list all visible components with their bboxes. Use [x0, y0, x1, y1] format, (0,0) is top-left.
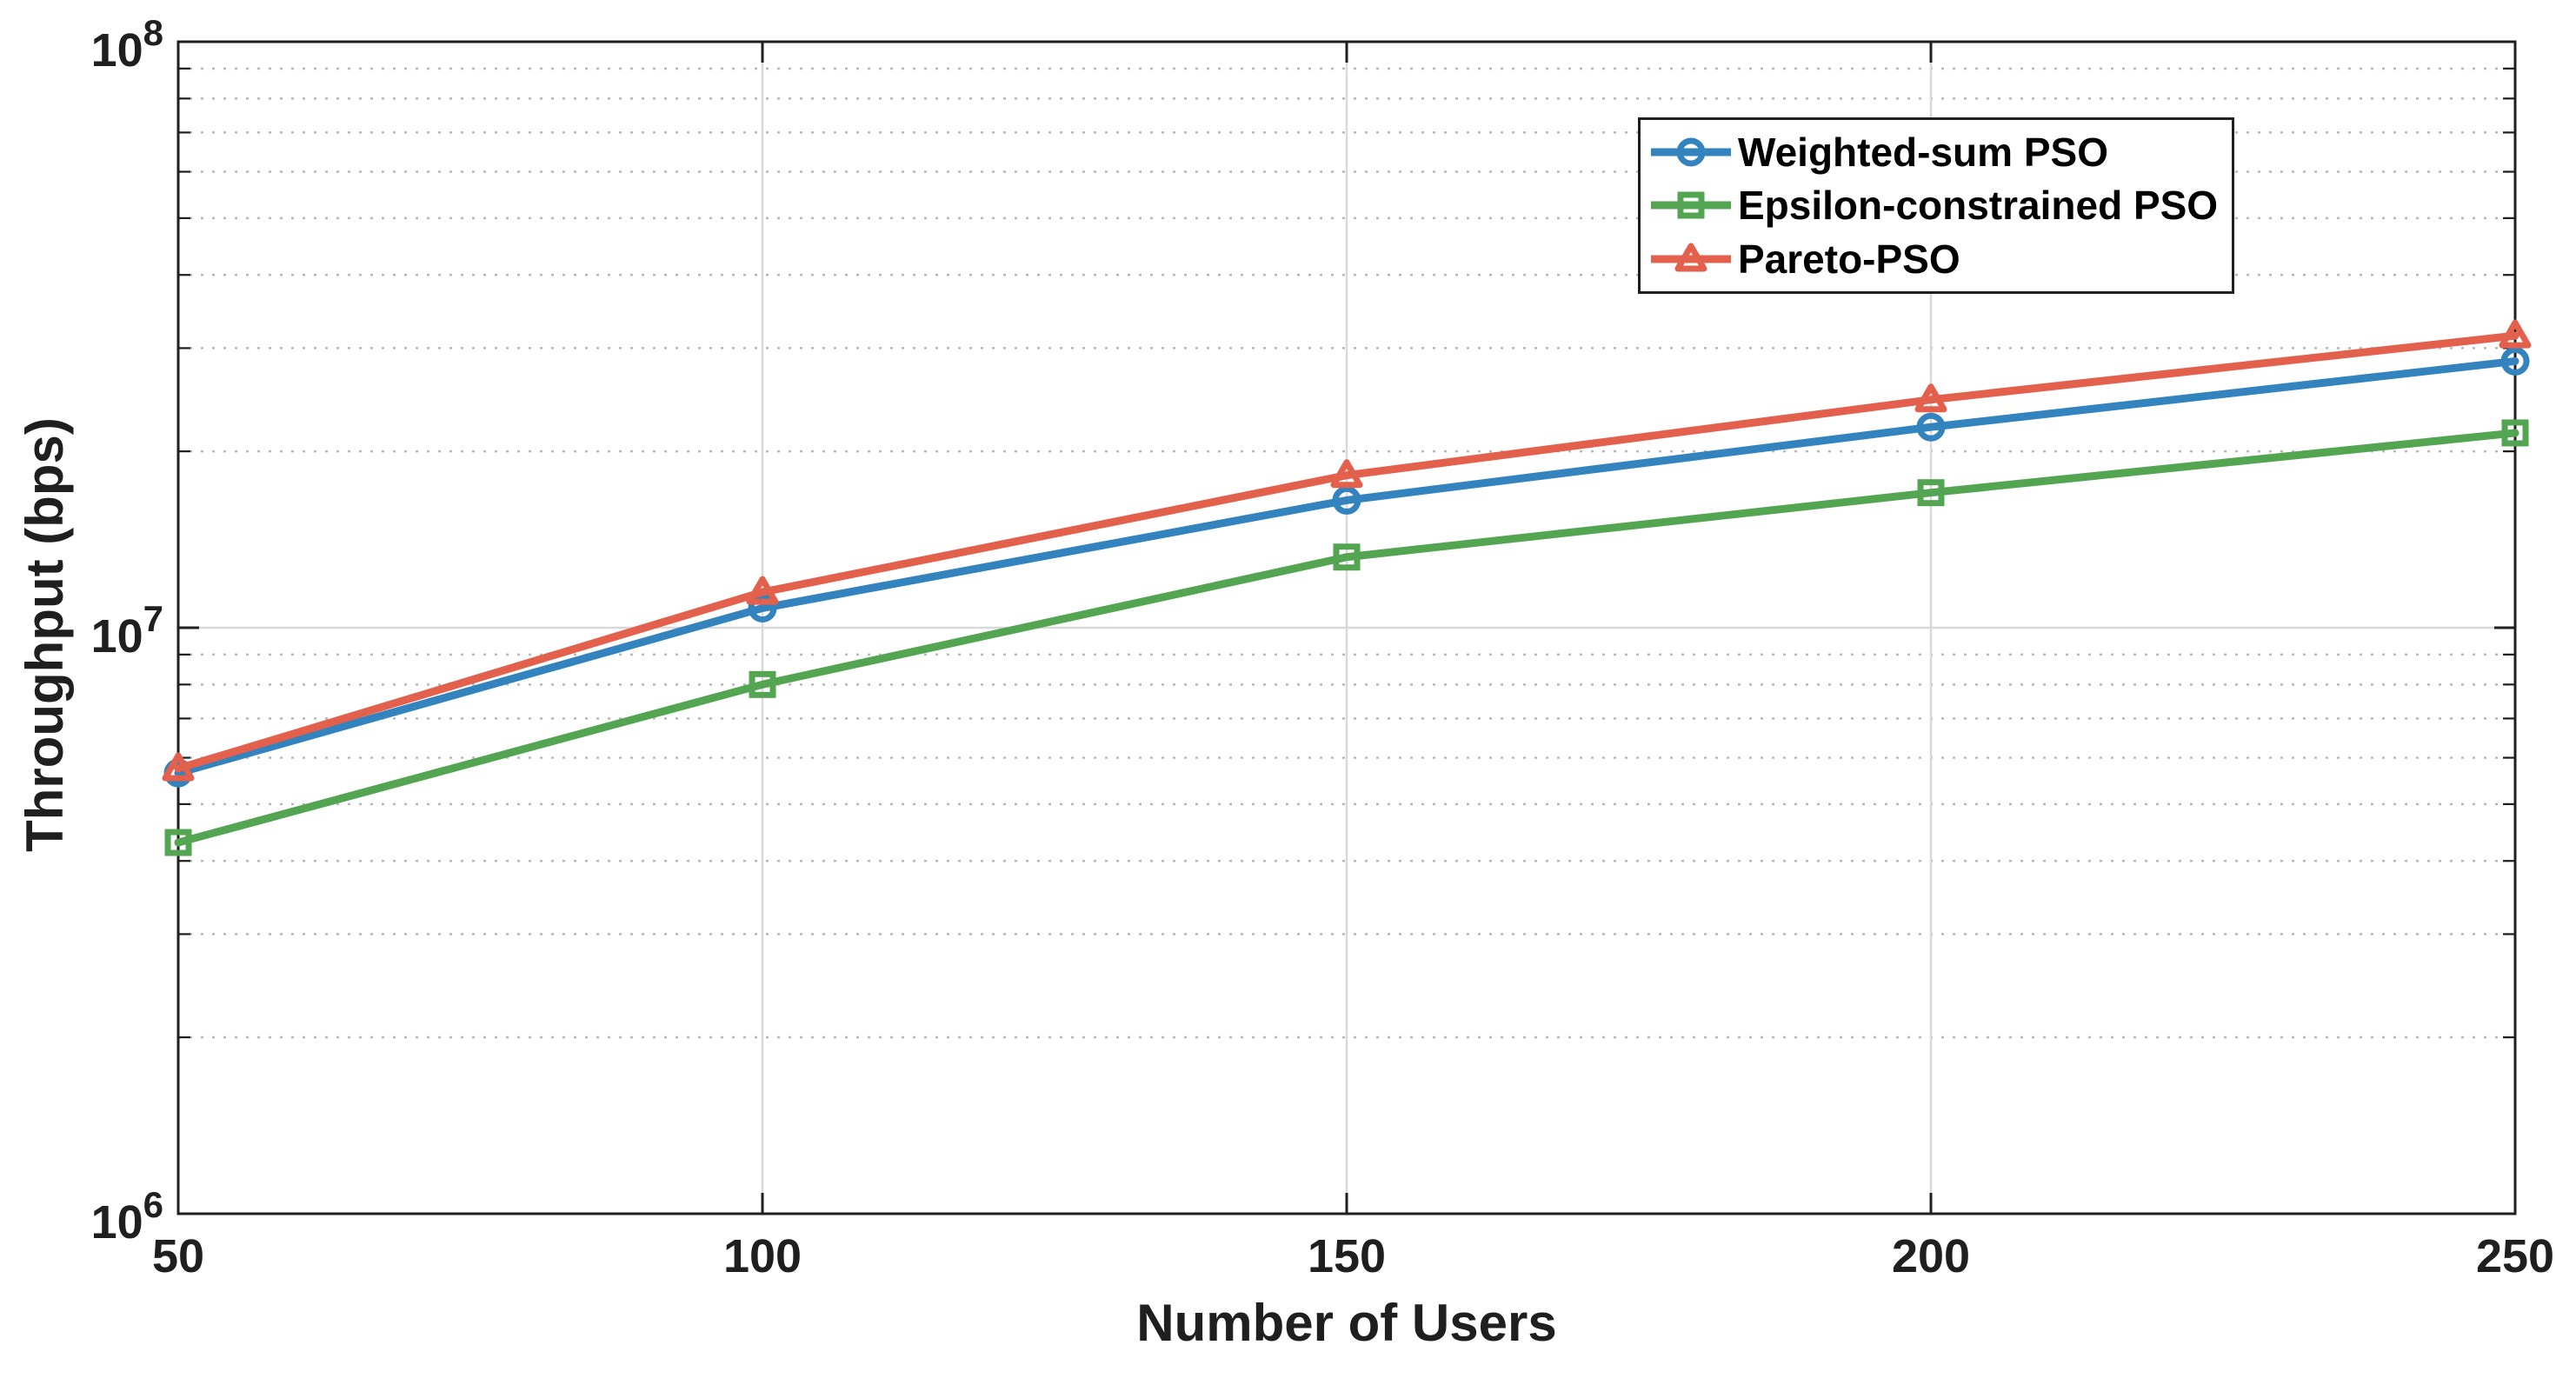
x-axis-tick-label: 200 [1891, 1230, 1971, 1282]
legend-line-square-marker-icon [1651, 191, 1731, 219]
y-tick-exponent: 6 [143, 1184, 163, 1225]
x-axis-tick-label: 250 [2475, 1230, 2555, 1282]
legend: Weighted-sum PSO Epsilon-constrained PSO… [1638, 117, 2234, 294]
y-tick-exponent: 8 [143, 12, 163, 53]
legend-item: Epsilon-constrained PSO [1649, 179, 2227, 231]
y-axis-tick-label: 10 6 [90, 1187, 163, 1248]
legend-line-circle-marker-icon [1651, 137, 1731, 167]
legend-item: Weighted-sum PSO [1649, 126, 2227, 178]
x-axis-tick-label: 100 [722, 1230, 802, 1282]
x-axis-tick-label: 50 [151, 1230, 205, 1282]
y-tick-exponent: 7 [143, 598, 163, 639]
y-axis-tick-label: 10 7 [90, 601, 163, 663]
y-tick-base: 10 [90, 610, 143, 663]
legend-label: Epsilon-constrained PSO [1738, 183, 2219, 229]
x-axis-title: Number of Users [1136, 1294, 1557, 1352]
y-tick-base: 10 [90, 24, 143, 77]
y-tick-base: 10 [90, 1196, 143, 1248]
legend-line-triangle-marker-icon [1651, 243, 1731, 272]
legend-item: Pareto-PSO [1649, 233, 2227, 285]
legend-label: Pareto-PSO [1738, 236, 1960, 283]
x-axis-tick-label: 150 [1307, 1230, 1387, 1282]
y-axis-tick-label: 10 8 [90, 15, 163, 77]
y-axis-title: Throughput (bps) [16, 417, 74, 852]
legend-label: Weighted-sum PSO [1738, 129, 2108, 175]
